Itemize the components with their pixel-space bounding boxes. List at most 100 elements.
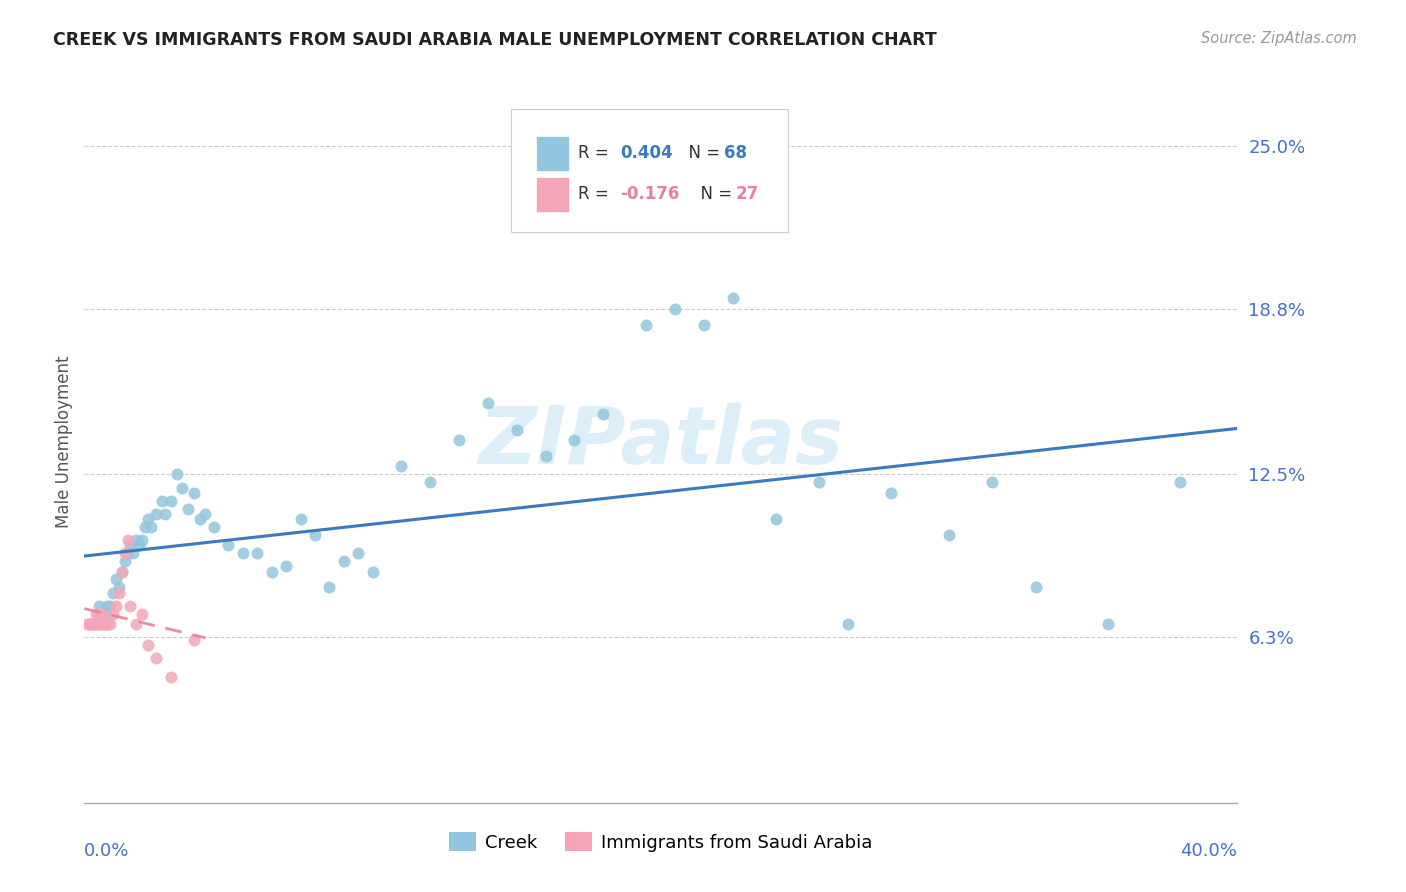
Point xyxy=(105,599,128,613)
Point xyxy=(128,538,150,552)
Point xyxy=(98,599,121,613)
Point xyxy=(153,507,176,521)
Point xyxy=(808,475,831,490)
Point xyxy=(721,291,744,305)
Point xyxy=(202,520,225,534)
Point xyxy=(76,617,98,632)
Y-axis label: Male Unemployment: Male Unemployment xyxy=(55,355,73,528)
Point xyxy=(117,546,139,560)
Point xyxy=(93,617,115,632)
Point xyxy=(477,396,499,410)
Point xyxy=(172,481,194,495)
Point xyxy=(938,528,960,542)
Point xyxy=(87,599,110,613)
Point xyxy=(636,318,658,332)
Text: CREEK VS IMMIGRANTS FROM SAUDI ARABIA MALE UNEMPLOYMENT CORRELATION CHART: CREEK VS IMMIGRANTS FROM SAUDI ARABIA MA… xyxy=(53,31,938,49)
Point xyxy=(82,617,104,632)
Point xyxy=(318,580,340,594)
Point xyxy=(125,533,148,547)
Point xyxy=(87,617,110,632)
Point xyxy=(232,546,254,560)
Point xyxy=(880,485,903,500)
Point xyxy=(105,573,128,587)
Text: 0.404: 0.404 xyxy=(620,145,673,162)
Point xyxy=(837,617,859,632)
Point xyxy=(131,533,153,547)
Text: 27: 27 xyxy=(735,186,759,203)
Point xyxy=(103,607,124,621)
Point xyxy=(419,475,441,490)
Point xyxy=(82,617,104,632)
Point xyxy=(114,554,136,568)
Point xyxy=(87,607,110,621)
Point xyxy=(290,512,312,526)
Point xyxy=(194,507,217,521)
Point xyxy=(125,617,148,632)
Point xyxy=(218,538,240,552)
Point xyxy=(120,599,142,613)
Point xyxy=(150,493,173,508)
Point xyxy=(1097,617,1119,632)
Point xyxy=(84,607,107,621)
Text: R =: R = xyxy=(578,186,614,203)
Point xyxy=(103,585,124,599)
Point xyxy=(260,565,283,579)
Text: N =: N = xyxy=(690,186,737,203)
Point xyxy=(93,607,115,621)
Point xyxy=(160,493,183,508)
Point xyxy=(276,559,298,574)
Point xyxy=(87,617,110,632)
Point xyxy=(139,520,162,534)
Point xyxy=(134,520,156,534)
Point xyxy=(981,475,1004,490)
Point xyxy=(84,617,107,632)
Point xyxy=(183,485,205,500)
Point xyxy=(333,554,356,568)
Point xyxy=(1025,580,1047,594)
Point xyxy=(183,632,205,647)
Point xyxy=(96,617,118,632)
Point xyxy=(84,617,107,632)
Point xyxy=(114,546,136,560)
FancyBboxPatch shape xyxy=(510,109,787,232)
Point xyxy=(166,467,188,482)
Text: -0.176: -0.176 xyxy=(620,186,681,203)
Point xyxy=(564,434,586,448)
Point xyxy=(592,407,614,421)
Point xyxy=(108,585,131,599)
FancyBboxPatch shape xyxy=(536,178,568,211)
Point xyxy=(111,565,134,579)
Point xyxy=(391,459,413,474)
FancyBboxPatch shape xyxy=(536,136,568,170)
Point xyxy=(1168,475,1191,490)
Point xyxy=(79,617,101,632)
Point xyxy=(145,651,167,665)
Point xyxy=(664,301,686,316)
Text: 68: 68 xyxy=(724,145,747,162)
Point xyxy=(131,607,153,621)
Text: 0.0%: 0.0% xyxy=(84,842,129,860)
Point xyxy=(98,617,121,632)
Point xyxy=(117,533,139,547)
Point xyxy=(79,617,101,632)
Point xyxy=(96,599,118,613)
Point xyxy=(693,318,716,332)
Legend: Creek, Immigrants from Saudi Arabia: Creek, Immigrants from Saudi Arabia xyxy=(441,825,880,859)
Point xyxy=(136,512,159,526)
Point xyxy=(111,565,134,579)
Point xyxy=(347,546,370,560)
Point xyxy=(449,434,471,448)
Text: Source: ZipAtlas.com: Source: ZipAtlas.com xyxy=(1201,31,1357,46)
Point xyxy=(90,617,112,632)
Point xyxy=(136,638,159,652)
Text: N =: N = xyxy=(678,145,725,162)
Point xyxy=(765,512,787,526)
Point xyxy=(506,423,529,437)
Point xyxy=(304,528,326,542)
Point xyxy=(188,512,211,526)
Point xyxy=(108,580,131,594)
Point xyxy=(82,617,104,632)
Point xyxy=(120,538,142,552)
Point xyxy=(177,501,200,516)
Text: 40.0%: 40.0% xyxy=(1181,842,1237,860)
